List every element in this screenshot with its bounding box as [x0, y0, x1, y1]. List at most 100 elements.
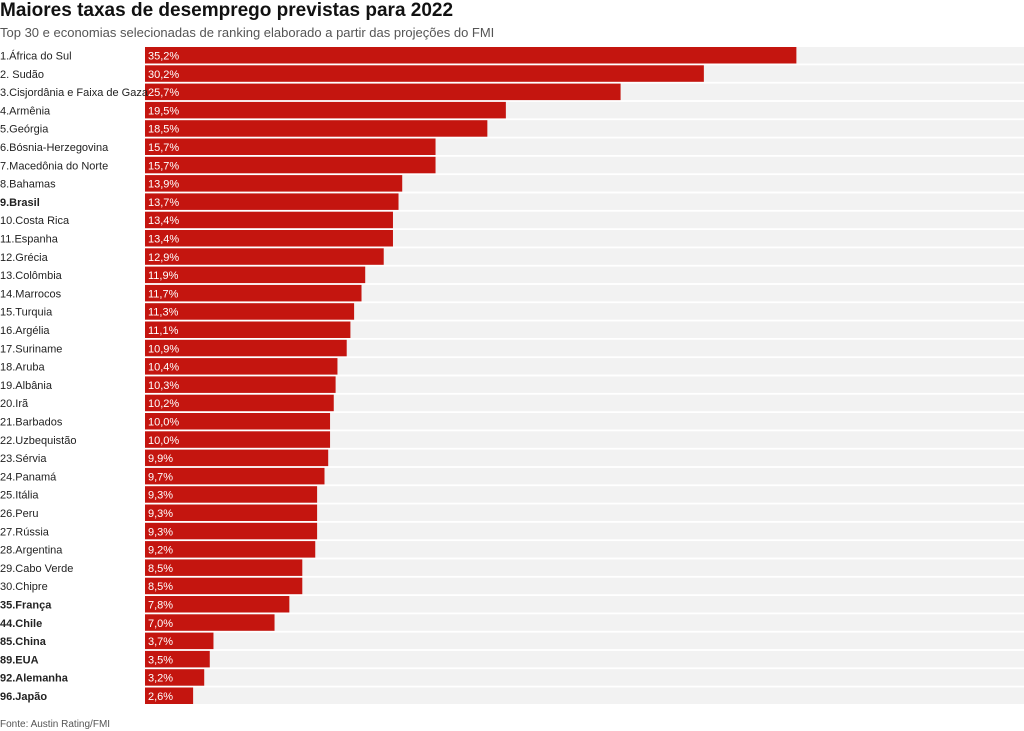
bar	[145, 321, 351, 338]
bar-row: 28.Argentina 9,2%	[0, 541, 1024, 558]
value-label: 11,9%	[148, 270, 179, 282]
category-label: 1.África do Sul	[0, 50, 72, 63]
category-label: 26.Peru	[0, 508, 39, 520]
bar	[145, 266, 366, 284]
bar-row: 30.Chipre 8,5%	[0, 577, 1024, 595]
category-label: 10.Costa Rica	[0, 215, 70, 227]
bar	[145, 65, 704, 82]
value-label: 15,7%	[148, 142, 179, 154]
bar	[145, 47, 797, 64]
value-label: 10,0%	[148, 417, 179, 429]
category-label: 6.Bósnia-Herzegovina	[0, 142, 109, 154]
value-label: 13,7%	[148, 197, 179, 209]
bar-row: 16.Argélia 11,1%	[0, 321, 1024, 338]
bar-track	[145, 321, 1024, 338]
category-label: 9.Brasil	[0, 197, 40, 209]
bar-row: 5.Geórgia 18,5%	[0, 120, 1024, 137]
bar-track	[145, 687, 1024, 704]
value-label: 11,3%	[148, 307, 179, 319]
bar	[145, 559, 303, 576]
category-label: 89.EUA	[0, 654, 39, 666]
bar-row: 7.Macedônia do Norte 15,7%	[0, 156, 1024, 174]
bar-row: 20.Irã 10,2%	[0, 394, 1024, 412]
value-label: 15,7%	[148, 160, 179, 172]
bar	[145, 541, 316, 558]
category-label: 27.Rússia	[0, 526, 50, 538]
bar-row: 13.Colômbia 11,9%	[0, 266, 1024, 284]
bar-track	[145, 339, 1024, 357]
bar-track	[145, 413, 1024, 430]
value-label: 13,4%	[148, 215, 179, 227]
value-label: 10,3%	[148, 380, 179, 392]
category-label: 18.Aruba	[0, 362, 46, 374]
category-label: 3.Cisjordânia e Faixa de Gaza	[0, 87, 149, 99]
bar	[145, 577, 303, 595]
bar-track	[145, 303, 1024, 320]
bar-row: 14.Marrocos 11,7%	[0, 284, 1024, 302]
bar-row: 4.Armênia 19,5%	[0, 101, 1024, 119]
value-label: 19,5%	[148, 105, 179, 117]
bar-track	[145, 467, 1024, 485]
category-label: 19.Albânia	[0, 380, 53, 392]
bar-row: 6.Bósnia-Herzegovina 15,7%	[0, 138, 1024, 155]
category-label: 30.Chipre	[0, 581, 48, 593]
bar-row: 2. Sudão 30,2%	[0, 65, 1024, 82]
value-label: 9,3%	[148, 526, 173, 538]
source-note: Fonte: Austin Rating/FMI	[0, 719, 111, 730]
value-label: 10,9%	[148, 343, 179, 355]
category-label: 23.Sérvia	[0, 453, 47, 465]
bar	[145, 101, 506, 119]
category-label: 29.Cabo Verde	[0, 563, 73, 575]
category-label: 24.Panamá	[0, 471, 57, 483]
bar	[145, 193, 399, 210]
category-label: 28.Argentina	[0, 545, 63, 557]
value-label: 7,0%	[148, 618, 173, 630]
value-label: 10,4%	[148, 362, 179, 374]
value-label: 13,9%	[148, 179, 179, 191]
bar-row: 12.Grécia 12,9%	[0, 248, 1024, 265]
bar	[145, 504, 318, 521]
category-label: 22.Uzbequistão	[0, 435, 76, 447]
category-label: 5.Geórgia	[0, 124, 49, 136]
bar	[145, 449, 329, 467]
bar	[145, 284, 362, 302]
bar-row: 23.Sérvia 9,9%	[0, 449, 1024, 467]
bar-row: 29.Cabo Verde 8,5%	[0, 559, 1024, 576]
bar	[145, 175, 403, 192]
bar-track	[145, 669, 1024, 686]
bar	[145, 669, 205, 686]
bar-track	[145, 358, 1024, 375]
category-label: 4.Armênia	[0, 105, 51, 117]
value-label: 18,5%	[148, 124, 179, 136]
bar-row: 10.Costa Rica 13,4%	[0, 211, 1024, 229]
bar-row: 96.Japão 2,6%	[0, 687, 1024, 704]
bar-track	[145, 504, 1024, 521]
bar-row: 11.Espanha 13,4%	[0, 230, 1024, 247]
bar	[145, 376, 336, 393]
value-label: 9,3%	[148, 490, 173, 502]
value-label: 9,9%	[148, 453, 173, 465]
value-label: 9,7%	[148, 471, 173, 483]
category-label: 8.Bahamas	[0, 179, 56, 191]
value-label: 10,0%	[148, 435, 179, 447]
category-label: 12.Grécia	[0, 252, 49, 264]
bar-track	[145, 541, 1024, 558]
bar	[145, 486, 318, 503]
value-label: 3,5%	[148, 654, 173, 666]
value-label: 9,3%	[148, 508, 173, 520]
bar	[145, 303, 355, 320]
value-label: 25,7%	[148, 87, 179, 99]
bar-track	[145, 522, 1024, 540]
category-label: 13.Colômbia	[0, 270, 63, 282]
category-label: 96.Japão	[0, 691, 47, 703]
value-label: 2,6%	[148, 691, 173, 703]
value-label: 11,1%	[148, 325, 179, 337]
bar-track	[145, 394, 1024, 412]
bar-row: 19.Albânia 10,3%	[0, 376, 1024, 393]
category-label: 85.China	[0, 636, 47, 648]
value-label: 11,7%	[148, 288, 179, 300]
bar-row: 27.Rússia 9,3%	[0, 522, 1024, 540]
value-label: 12,9%	[148, 252, 179, 264]
value-label: 35,2%	[148, 51, 179, 63]
bar-row: 9.Brasil 13,7%	[0, 193, 1024, 210]
